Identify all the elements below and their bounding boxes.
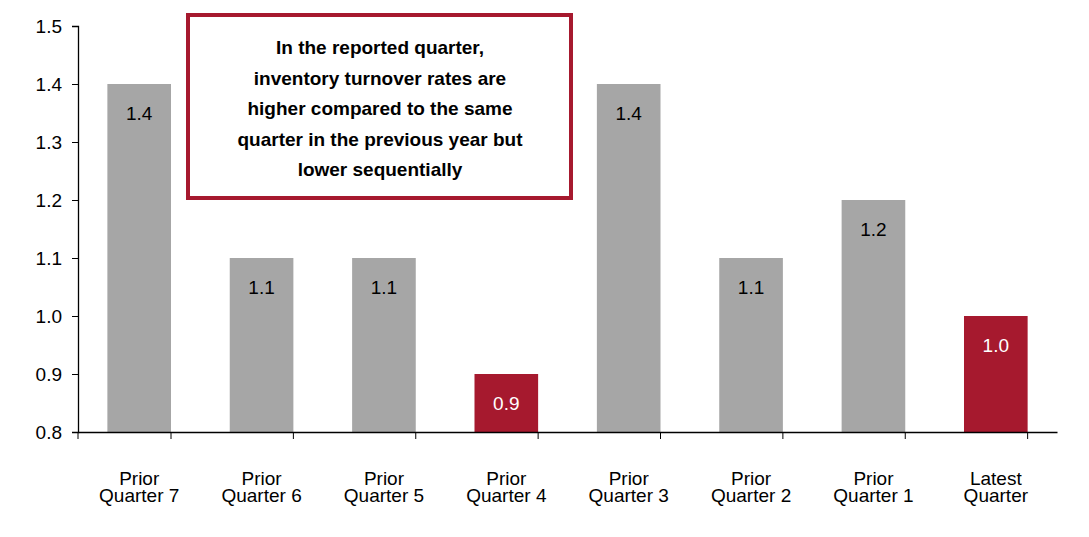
category-divider	[905, 432, 906, 439]
y-tick-label: 1.2	[36, 190, 62, 211]
y-tick: 0.9	[36, 364, 78, 385]
data-label: 1.2	[860, 219, 886, 240]
category-divider	[171, 432, 172, 439]
category-divider	[782, 432, 783, 439]
annotation-box	[188, 15, 571, 198]
category-divider	[1027, 432, 1028, 439]
x-tick-label: PriorQuarter 4	[466, 468, 547, 506]
y-tick-label: 1.4	[36, 74, 63, 95]
x-axis-line	[79, 432, 1058, 433]
annotation-text: lower sequentially	[298, 159, 463, 180]
bar	[352, 258, 416, 432]
x-tick: PriorQuarter 6	[221, 432, 301, 506]
y-axis: 0.8 0.9 1.0 1.1 1.2 1.3 1.4 1.5	[36, 16, 79, 443]
y-tick-mark	[72, 432, 78, 433]
y-tick: 1.3	[36, 132, 78, 153]
x-tick: PriorQuarter 5	[344, 432, 424, 506]
x-tick: PriorQuarter 4	[466, 432, 547, 506]
x-axis: PriorQuarter 7 PriorQuarter 6 PriorQuarter…	[78, 432, 1058, 506]
y-tick-mark	[72, 258, 78, 259]
data-label: 1.1	[248, 277, 274, 298]
x-tick-label-line: Quarter 6	[221, 485, 301, 506]
x-tick: LatestQuarter	[964, 432, 1029, 506]
y-tick: 1.4	[36, 74, 78, 95]
x-tick: PriorQuarter 1	[833, 432, 913, 506]
bar	[842, 200, 906, 432]
y-tick: 1.1	[36, 248, 78, 269]
x-tick-label: PriorQuarter 5	[344, 468, 424, 506]
y-tick: 1.5	[36, 16, 78, 37]
category-divider	[660, 432, 661, 439]
y-axis-line	[72, 27, 79, 433]
y-tick: 1.0	[36, 306, 78, 327]
x-tick: PriorQuarter 2	[711, 432, 791, 506]
annotation-text: inventory turnover rates are	[254, 68, 506, 89]
x-tick-label: LatestQuarter	[964, 468, 1029, 506]
annotation-text: In the reported quarter,	[276, 37, 484, 58]
y-tick-mark	[72, 200, 78, 201]
plot: 0.80.91.01.11.21.31.41.5PriorQuarter 7Pr…	[36, 16, 1058, 506]
data-label: 1.1	[738, 277, 764, 298]
annotation-text: quarter in the previous year but	[237, 129, 523, 150]
x-tick-label: PriorQuarter 2	[711, 468, 791, 506]
y-tick: 0.8	[36, 422, 78, 443]
y-tick: 1.2	[36, 190, 78, 211]
y-tick-mark	[72, 142, 78, 143]
y-tick-mark	[72, 26, 78, 27]
x-tick-label-line: Quarter 7	[99, 485, 179, 506]
x-tick: PriorQuarter 3	[589, 432, 669, 506]
y-tick-label: 1.1	[36, 248, 62, 269]
y-tick-label: 1.5	[36, 16, 62, 37]
y-tick-label: 0.8	[36, 422, 62, 443]
y-tick-label: 1.3	[36, 132, 62, 153]
bar	[964, 316, 1028, 432]
category-divider	[538, 432, 539, 439]
x-tick-label-line: Quarter 1	[833, 485, 913, 506]
x-tick-label-line: Quarter 2	[711, 485, 791, 506]
category-divider	[78, 432, 79, 439]
chart: 0.80.91.01.11.21.31.41.5PriorQuarter 7Pr…	[0, 0, 1089, 537]
x-tick-label-line: Quarter 3	[589, 485, 669, 506]
category-divider	[415, 432, 416, 439]
data-label: 1.1	[371, 277, 397, 298]
bar	[597, 84, 661, 432]
x-tick-label-line: Quarter	[964, 485, 1029, 506]
y-tick-label: 1.0	[36, 306, 62, 327]
data-label: 1.4	[615, 103, 642, 124]
x-tick-label: PriorQuarter 1	[833, 468, 913, 506]
x-tick-label: PriorQuarter 7	[99, 468, 179, 506]
bar	[230, 258, 294, 432]
x-tick-label: PriorQuarter 3	[589, 468, 669, 506]
x-tick-label: PriorQuarter 6	[221, 468, 301, 506]
annotation: In the reported quarter, inventory turnov…	[188, 15, 571, 198]
data-label: 1.0	[983, 335, 1009, 356]
bar	[107, 84, 171, 432]
data-label: 0.9	[493, 393, 519, 414]
y-tick-mark	[72, 374, 78, 375]
annotation-text: higher compared to the same	[247, 98, 512, 119]
category-divider	[293, 432, 294, 439]
y-tick-mark	[72, 84, 78, 85]
y-tick-label: 0.9	[36, 364, 62, 385]
data-label: 1.4	[126, 103, 153, 124]
x-tick-label-line: Quarter 4	[466, 485, 547, 506]
x-tick: PriorQuarter 7	[99, 432, 179, 506]
x-tick-label-line: Quarter 5	[344, 485, 424, 506]
y-tick-mark	[72, 316, 78, 317]
bar	[474, 374, 538, 432]
bar	[719, 258, 783, 432]
